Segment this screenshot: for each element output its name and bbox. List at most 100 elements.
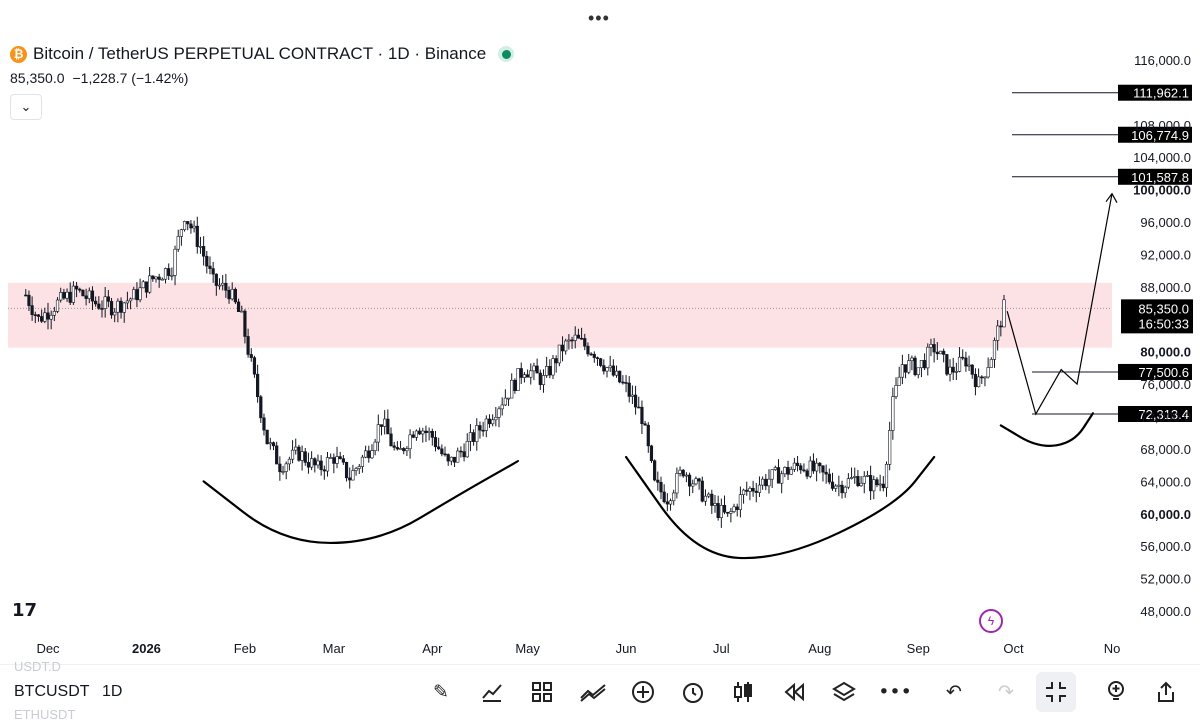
candle-body [135, 289, 139, 301]
candle-body [611, 365, 615, 376]
candle-body [211, 268, 215, 275]
candle-body [818, 462, 822, 467]
candle-body [649, 445, 654, 462]
price-level-tag [1118, 363, 1192, 380]
candle-body [827, 473, 831, 483]
candle-body [694, 478, 698, 485]
candle-body [90, 290, 95, 302]
candle-body [418, 430, 422, 435]
candle-body [894, 385, 898, 397]
market-status-icon[interactable] [498, 46, 515, 62]
candle-body [55, 299, 60, 312]
candle-body [306, 462, 311, 468]
candle-body [78, 288, 82, 291]
candle-body [951, 366, 955, 373]
candle-body [421, 430, 425, 435]
candle-body [821, 465, 825, 473]
more-icon[interactable]: ••• [878, 681, 912, 703]
candle-body [513, 379, 517, 391]
candle-body [579, 337, 584, 340]
middle-base-arc [624, 455, 936, 560]
bitcoin-icon: ₿ [10, 45, 27, 63]
candle-body [468, 432, 473, 442]
indicators-icon[interactable] [479, 679, 505, 705]
candle-body [888, 430, 892, 465]
candle-body [735, 506, 739, 510]
layouts-icon[interactable] [529, 679, 555, 705]
candle-body [684, 474, 688, 477]
candle-body [643, 423, 647, 426]
chart-canvas[interactable]: 111,962.1 106,774.9 101,587.8 77,500.6 72,31… [0, 0, 1200, 664]
candle-body [560, 344, 565, 352]
candle-body [751, 487, 755, 492]
redo-icon[interactable]: ↷ [998, 681, 1014, 703]
symbol-selector[interactable]: BTCUSDT [14, 683, 90, 700]
candle-body [297, 446, 301, 461]
candle-body [840, 484, 844, 494]
candle-body [376, 424, 380, 443]
candle-body [977, 376, 981, 388]
fullscreen-exit-icon[interactable] [1036, 672, 1076, 712]
candle-body [608, 365, 612, 369]
candle-body [116, 300, 120, 313]
candle-body [926, 346, 930, 369]
compare-icon[interactable] [580, 679, 606, 705]
y-tick-label: 104,000.0 [1133, 150, 1191, 165]
layers-icon[interactable] [831, 679, 857, 705]
symbol-ghost-below: ETHUSDT [14, 707, 76, 722]
rewind-icon[interactable] [781, 679, 807, 705]
pencil-icon[interactable]: ✎ [433, 681, 449, 703]
candle-body [795, 462, 800, 467]
candle-body [964, 357, 968, 367]
symbol-ghost-above: USDT.D [14, 659, 61, 674]
more-options-icon[interactable]: ••• [588, 8, 610, 28]
candle-body [843, 486, 847, 494]
candle-body [160, 278, 164, 281]
replay-icon[interactable]: ϟ [979, 609, 1003, 633]
candle-body [395, 447, 399, 450]
candle-body [538, 372, 542, 385]
candle-body [268, 442, 272, 445]
candle-body [246, 336, 250, 355]
alert-icon[interactable] [680, 679, 706, 705]
candle-body [167, 268, 171, 276]
candle-body [891, 396, 895, 431]
candle-body [640, 406, 644, 425]
candle-body [707, 493, 711, 497]
candle-body [144, 281, 149, 293]
candle-body [741, 489, 746, 495]
candle-body [961, 356, 965, 359]
candle-body [300, 451, 304, 461]
share-icon[interactable] [1153, 679, 1179, 705]
ideas-icon[interactable] [1103, 679, 1129, 705]
candle-body [761, 478, 765, 486]
candle-body [668, 500, 673, 505]
candle-body [478, 425, 482, 431]
add-icon[interactable] [630, 679, 656, 705]
candle-body [745, 489, 749, 492]
undo-icon[interactable]: ↶ [946, 681, 962, 703]
candle-body [249, 354, 253, 358]
candle-body [36, 314, 41, 317]
candle-body [494, 416, 498, 421]
candle-body [316, 460, 320, 466]
symbol-title[interactable]: Bitcoin / TetherUS PERPETUAL CONTRACT · … [33, 44, 487, 63]
candle-type-icon[interactable] [730, 679, 756, 705]
candle-body [916, 367, 920, 376]
countdown-label: 16:50:33 [1138, 316, 1189, 331]
candle-body [697, 478, 701, 482]
candle-body [872, 479, 876, 492]
candle-body [681, 469, 685, 477]
candle-body [583, 338, 587, 347]
y-tick-label: 68,000.0 [1140, 442, 1191, 457]
candle-body [205, 255, 209, 267]
interval-selector[interactable]: 1D [102, 683, 123, 700]
candle-body [484, 418, 488, 431]
candle-body [119, 300, 123, 313]
collapse-legend-button[interactable]: ⌄ [10, 94, 42, 120]
x-tick-label: Jul [713, 641, 730, 656]
candle-body [834, 485, 838, 489]
candle-body [830, 481, 835, 489]
candle-body [265, 429, 269, 445]
candle-body [589, 353, 593, 356]
